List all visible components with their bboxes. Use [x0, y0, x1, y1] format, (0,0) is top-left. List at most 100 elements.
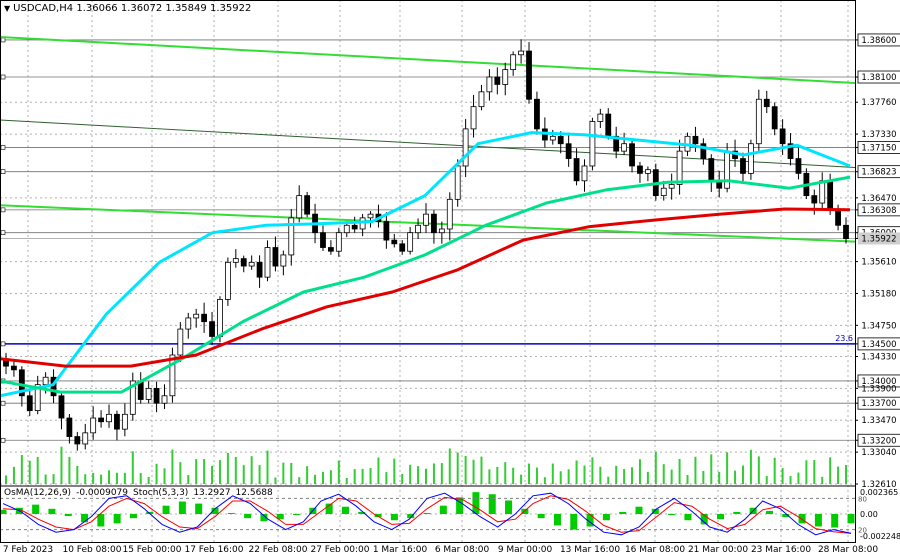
level-line-marker [0, 400, 6, 406]
candle-down [272, 247, 279, 267]
level-line-marker [0, 169, 6, 174]
volume-histogram [5, 446, 847, 484]
candle-down [613, 135, 620, 152]
candle-up [621, 143, 628, 152]
candle-up [510, 54, 517, 70]
candle-down [573, 158, 580, 182]
candle-down [605, 113, 612, 137]
osma-bar [260, 514, 268, 522]
candle-up [549, 135, 556, 141]
level-line-marker [0, 37, 6, 43]
candle-down [637, 165, 643, 174]
osma-bar [831, 514, 839, 528]
candle-down [740, 158, 746, 174]
x-tick-label: 13 Mar 16:00 [560, 545, 620, 555]
osma-bar [113, 514, 121, 524]
close-value: 1.35922 [209, 3, 252, 14]
candle-up [438, 228, 445, 234]
osma-bar [635, 506, 643, 514]
osma-bar [341, 506, 349, 514]
candle-down [11, 365, 17, 371]
osma-bar [505, 500, 513, 514]
candle-down [692, 135, 699, 145]
candle-up [581, 165, 588, 182]
stoch-level-label: 20 [858, 527, 867, 535]
osma-bar [162, 505, 170, 514]
osma-bar [765, 510, 773, 514]
osc-axis-label: -0.002248 [860, 532, 900, 541]
candle-down [74, 436, 81, 445]
stoch-k-value: 13.2927 [193, 488, 231, 498]
channel-upper-line [0, 35, 856, 84]
candle-down [26, 395, 33, 412]
osma-bar [374, 514, 382, 518]
candle-up [486, 76, 493, 93]
y-tick-label: 1.33200 [861, 436, 896, 446]
candle-up [106, 413, 112, 423]
osma-bar [847, 514, 855, 524]
candle-up [423, 213, 429, 226]
osma-bar [81, 514, 89, 523]
osma-bar [325, 503, 333, 514]
osma-value: -0.0009079 [76, 488, 128, 498]
y-tick-label: 1.34500 [861, 340, 896, 350]
y-tick-label: 1.37330 [861, 130, 896, 140]
dropdown-triangle-icon[interactable]: ▼ [4, 4, 11, 13]
osma-bar [733, 511, 741, 514]
chart-title-bar: ▼ USDCAD,H4 1.36066 1.36072 1.35849 1.359… [4, 3, 252, 14]
candle-up [224, 261, 231, 300]
candle-up [90, 417, 97, 434]
level-line-marker [0, 207, 6, 213]
candle-down [779, 128, 786, 145]
candle-up [82, 432, 89, 445]
candle-up [660, 187, 667, 197]
x-tick-label: 27 Feb 00:00 [310, 545, 369, 555]
candle-down [835, 210, 841, 226]
candle-up [597, 113, 604, 122]
osma-bar [48, 508, 56, 514]
candle-up [367, 213, 374, 219]
osma-bar [423, 512, 431, 514]
y-tick-label: 1.35922 [861, 234, 896, 244]
candle-down [320, 232, 326, 248]
candle-down [399, 243, 406, 252]
level-line-marker [0, 437, 6, 443]
osma-bar [293, 514, 301, 515]
candle-down [98, 417, 104, 423]
candle-up [169, 354, 176, 397]
osma-bar [439, 505, 447, 514]
osma-bar [602, 514, 610, 521]
candle-up [415, 224, 421, 234]
candle-down [153, 387, 160, 404]
symbol-label: USDCAD [13, 3, 57, 14]
osma-bar [227, 512, 235, 514]
x-tick-label: 17 Feb 16:00 [184, 545, 243, 555]
candle-up [454, 165, 461, 200]
candle-up [676, 150, 683, 185]
osc-axis-label: 0.00 [860, 510, 878, 519]
candle-down [811, 195, 818, 204]
candle-down [18, 369, 25, 397]
y-tick-label: 1.38100 [861, 73, 896, 83]
osma-bar [488, 494, 496, 514]
ema-mid-line [0, 175, 851, 394]
y-tick-label: 1.36308 [861, 206, 896, 216]
stoch-signal-line [2, 495, 852, 534]
y-tick-label: 1.34330 [861, 352, 896, 362]
y-tick-label: 1.33470 [861, 416, 896, 426]
osma-bar [798, 514, 806, 524]
osma-bar [553, 514, 561, 526]
osc-axis-label: 0.002365 [860, 488, 898, 497]
x-tick-label: 21 Mar 00:00 [688, 545, 748, 555]
osma-bar [390, 514, 398, 521]
candle-up [644, 169, 651, 174]
candle-up [248, 261, 255, 267]
y-tick-label: 1.36470 [861, 194, 896, 204]
y-tick-label: 1.33700 [861, 399, 896, 409]
candle-up [819, 180, 826, 204]
osma-bar [684, 514, 692, 521]
candle-down [58, 395, 65, 419]
osma-bar [651, 508, 659, 514]
